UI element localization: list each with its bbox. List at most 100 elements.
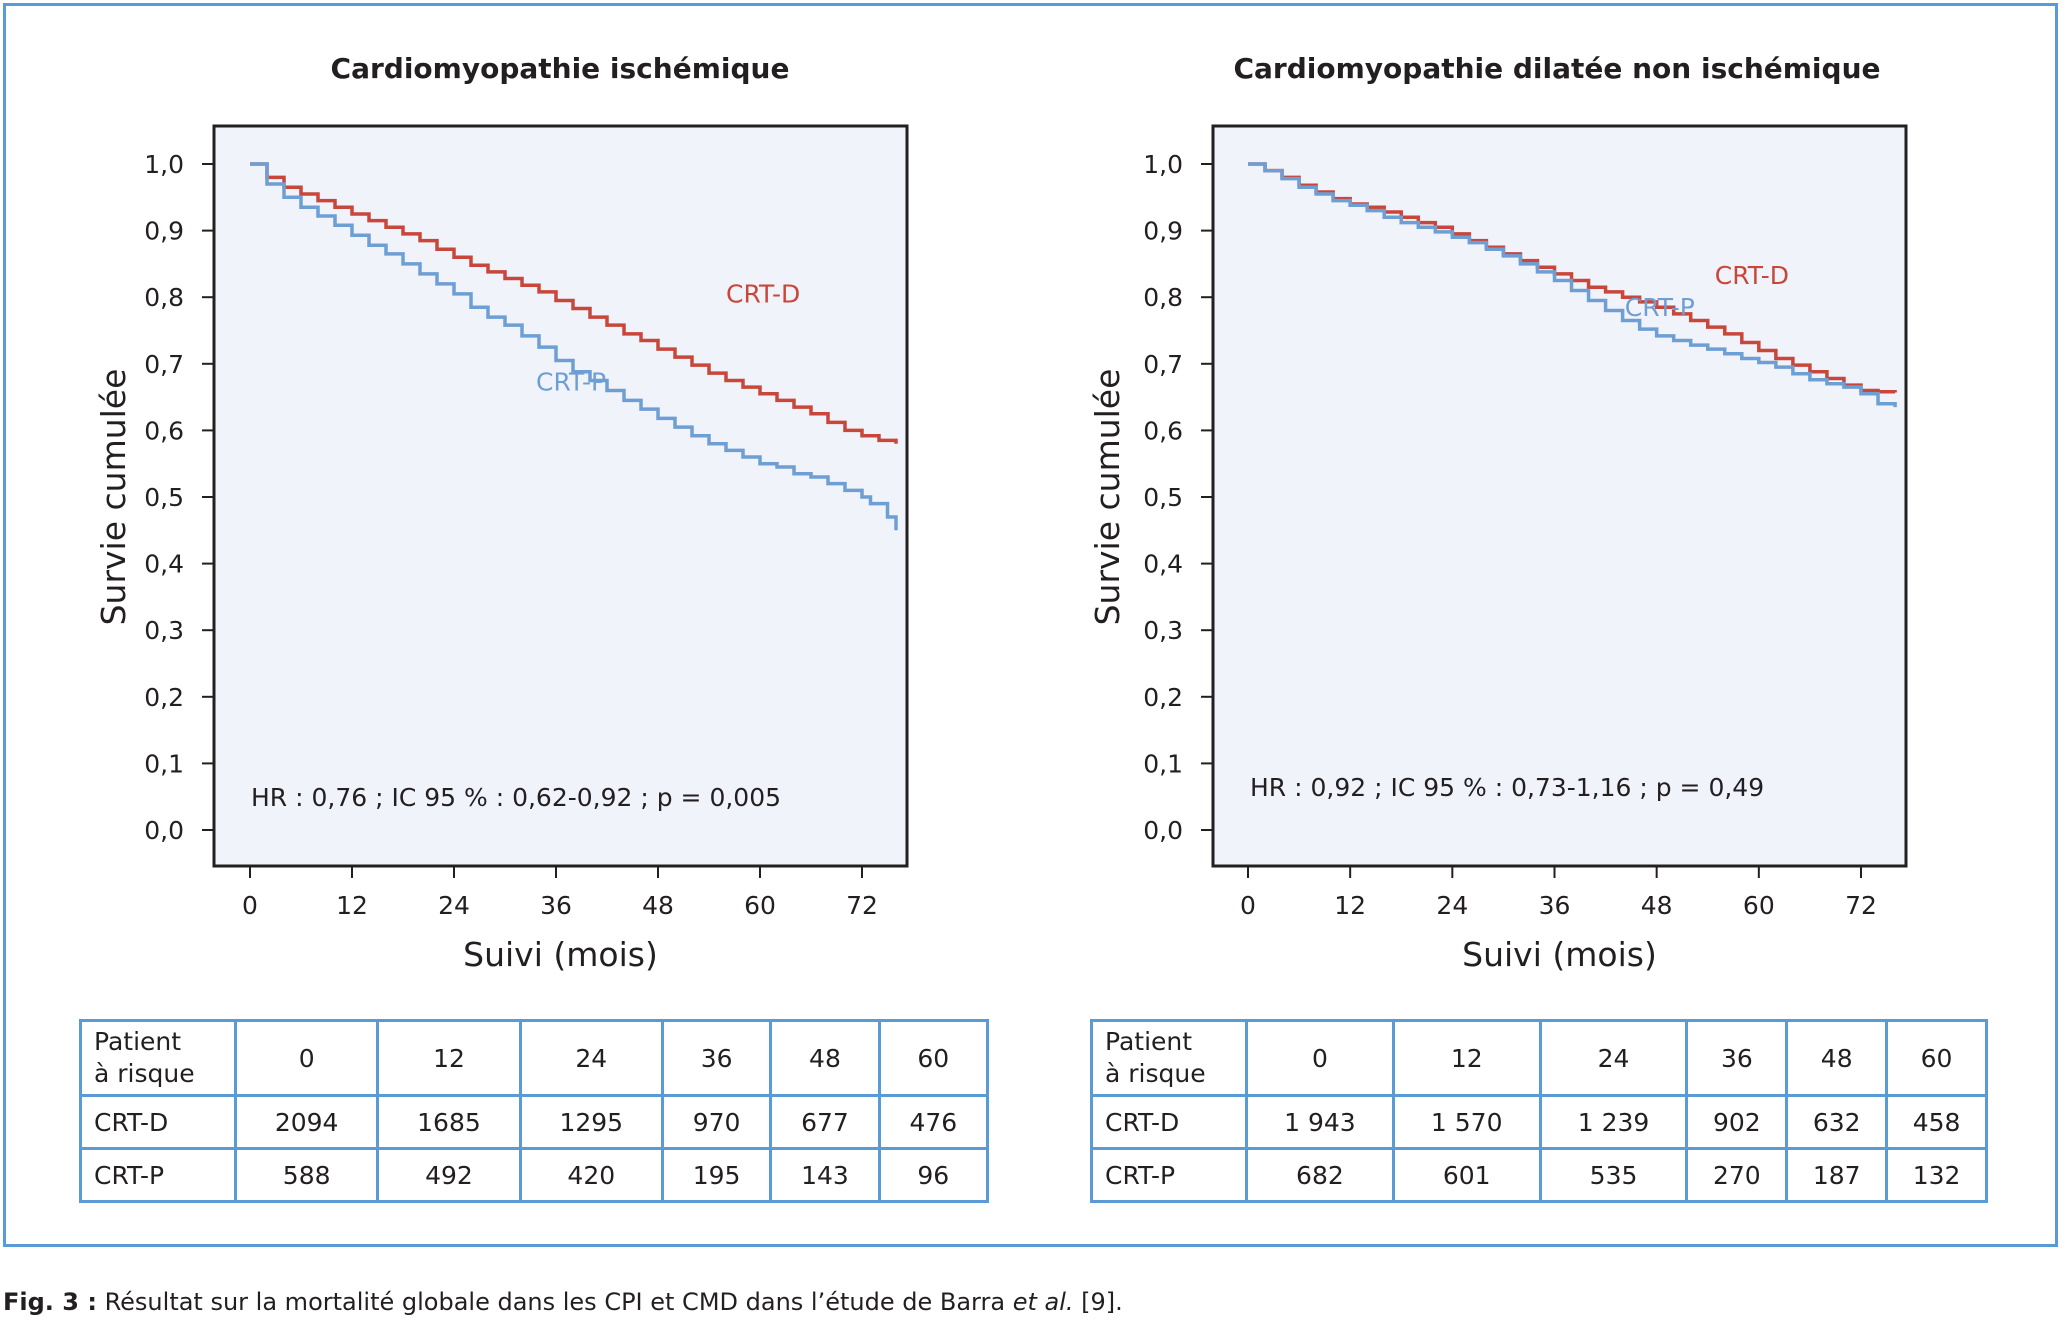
y-tick-label: 0,1 xyxy=(1143,749,1183,778)
x-axis-label: Suivi (mois) xyxy=(463,935,658,974)
x-tick-label: 48 xyxy=(642,891,674,920)
y-tick-label: 0,9 xyxy=(144,217,184,246)
y-tick-label: 0,1 xyxy=(144,749,184,778)
caption-text: Résultat sur la mortalité globale dans l… xyxy=(96,1288,1013,1316)
x-tick-label: 72 xyxy=(846,891,878,920)
risk-column-header: 24 xyxy=(518,1019,664,1097)
series-line-crt-p xyxy=(250,162,898,531)
y-tick-label: 0,5 xyxy=(1143,483,1183,512)
series-label-crt-d: CRT-D xyxy=(726,279,800,308)
risk-cell: 902 xyxy=(1685,1094,1789,1150)
risk-column-header: 12 xyxy=(1391,1019,1542,1097)
y-tick-label: 1,0 xyxy=(144,150,184,179)
y-axis-label: Survie cumulée xyxy=(94,369,133,626)
x-axis-label: Suivi (mois) xyxy=(1462,935,1657,974)
x-tick-label: 12 xyxy=(336,891,368,920)
series-label-crt-p: CRT-P xyxy=(1625,293,1695,322)
y-tick-label: 0,6 xyxy=(144,416,184,445)
risk-cell: 601 xyxy=(1391,1147,1542,1203)
risk-cell: 96 xyxy=(877,1147,990,1203)
risk-cell: 588 xyxy=(233,1147,380,1203)
risk-cell: 1685 xyxy=(376,1094,522,1150)
caption-label: Fig. 3 : xyxy=(3,1288,97,1316)
x-tick-label: 48 xyxy=(1641,891,1673,920)
plot-area xyxy=(212,124,909,868)
series-label-crt-p: CRT-P xyxy=(536,367,606,396)
y-tick-label: 0,8 xyxy=(144,283,184,312)
y-tick-label: 1,0 xyxy=(1143,150,1183,179)
series-label-crt-d: CRT-D xyxy=(1715,261,1789,290)
risk-row-label: CRT-D xyxy=(79,1094,237,1150)
y-tick-label: 0,8 xyxy=(1143,283,1183,312)
y-tick-label: 0,3 xyxy=(1143,616,1183,645)
risk-column-header: 0 xyxy=(1245,1019,1395,1097)
figure-caption: Fig. 3 : Résultat sur la mortalité globa… xyxy=(3,1288,1123,1316)
x-tick-label: 60 xyxy=(1743,891,1775,920)
risk-row: CRT-D 2094 1685 1295 970 677 476 xyxy=(79,1094,990,1150)
risk-header-label: Patient à risque xyxy=(79,1019,237,1097)
y-tick-label: 0,7 xyxy=(144,350,184,379)
caption-ref: [9]. xyxy=(1073,1288,1123,1316)
stats-annotation: HR : 0,76 ; IC 95 % : 0,62-0,92 ; p = 0,… xyxy=(251,783,781,812)
risk-row: CRT-P 682 601 535 270 187 132 xyxy=(1090,1147,1988,1203)
risk-cell: 143 xyxy=(769,1147,881,1203)
y-tick-label: 0,6 xyxy=(1143,416,1183,445)
plot-area xyxy=(1211,124,1908,868)
risk-cell: 2094 xyxy=(233,1094,380,1150)
risk-cell: 1 943 xyxy=(1245,1094,1395,1150)
y-tick-label: 0,4 xyxy=(1143,550,1183,579)
risk-column-header: 48 xyxy=(1785,1019,1889,1097)
risk-row: CRT-P 588 492 420 195 143 96 xyxy=(79,1147,990,1203)
y-tick-label: 0,7 xyxy=(1143,350,1183,379)
y-tick-label: 0,3 xyxy=(144,616,184,645)
risk-cell: 492 xyxy=(376,1147,522,1203)
x-tick-label: 24 xyxy=(438,891,470,920)
risk-column-header: 0 xyxy=(233,1019,380,1097)
risk-column-header: 60 xyxy=(877,1019,990,1097)
risk-row-label: CRT-P xyxy=(79,1147,237,1203)
y-axis-label: Survie cumulée xyxy=(1088,369,1127,626)
risk-column-header: 36 xyxy=(660,1019,773,1097)
survival-chart-ischemic: 0,0 0,1 0,2 0,3 0,4 0,5 0,6 0,7 0,8 0,9 1,0 0 12 24 36… xyxy=(94,124,909,974)
x-tick-label: 12 xyxy=(1334,891,1366,920)
risk-table-ischemic: Patient à risque 0 12 24 36 48 60 CRT-D 2094 1685 1… xyxy=(79,1019,990,1203)
risk-cell: 187 xyxy=(1785,1147,1889,1203)
survival-chart-dilated: 0,0 0,1 0,2 0,3 0,4 0,5 0,6 0,7 0,8 0,9 1,0 0 12 24 36… xyxy=(1088,124,1908,974)
risk-table-dilated: Patient à risque 0 12 24 36 48 60 CRT-D 1 943 1 57… xyxy=(1090,1019,1988,1203)
risk-cell: 1 239 xyxy=(1538,1094,1689,1150)
chart-title-right: Cardiomyopathie dilatée non ischémique xyxy=(1233,52,1881,85)
risk-column-header: 48 xyxy=(769,1019,881,1097)
risk-cell: 677 xyxy=(769,1094,881,1150)
risk-cell: 476 xyxy=(877,1094,990,1150)
x-tick-label: 0 xyxy=(242,891,258,920)
risk-cell: 682 xyxy=(1245,1147,1395,1203)
risk-cell: 420 xyxy=(518,1147,664,1203)
risk-row-label: CRT-D xyxy=(1090,1094,1248,1150)
risk-column-header: 12 xyxy=(376,1019,522,1097)
risk-column-header: 36 xyxy=(1685,1019,1789,1097)
figure-frame xyxy=(3,3,2058,1247)
y-tick-label: 0,9 xyxy=(1143,217,1183,246)
y-tick-label: 0,0 xyxy=(1143,816,1183,845)
risk-cell: 270 xyxy=(1685,1147,1789,1203)
risk-cell: 195 xyxy=(660,1147,773,1203)
x-tick-label: 72 xyxy=(1845,891,1877,920)
risk-cell: 1 570 xyxy=(1391,1094,1542,1150)
y-tick-label: 0,5 xyxy=(144,483,184,512)
x-tick-label: 0 xyxy=(1240,891,1256,920)
y-tick-label: 0,0 xyxy=(144,816,184,845)
x-tick-label: 60 xyxy=(744,891,776,920)
x-tick-label: 36 xyxy=(540,891,572,920)
x-tick-label: 36 xyxy=(1539,891,1571,920)
risk-row: CRT-D 1 943 1 570 1 239 902 632 458 xyxy=(1090,1094,1988,1150)
risk-cell: 1295 xyxy=(518,1094,664,1150)
risk-cell: 632 xyxy=(1785,1094,1889,1150)
risk-column-header: 60 xyxy=(1885,1019,1988,1097)
risk-cell: 458 xyxy=(1885,1094,1988,1150)
risk-cell: 535 xyxy=(1538,1147,1689,1203)
x-tick-label: 24 xyxy=(1436,891,1468,920)
y-tick-label: 0,2 xyxy=(144,683,184,712)
chart-title-left: Cardiomyopathie ischémique xyxy=(330,52,790,85)
risk-cell: 970 xyxy=(660,1094,773,1150)
risk-header-label: Patient à risque xyxy=(1090,1019,1248,1097)
